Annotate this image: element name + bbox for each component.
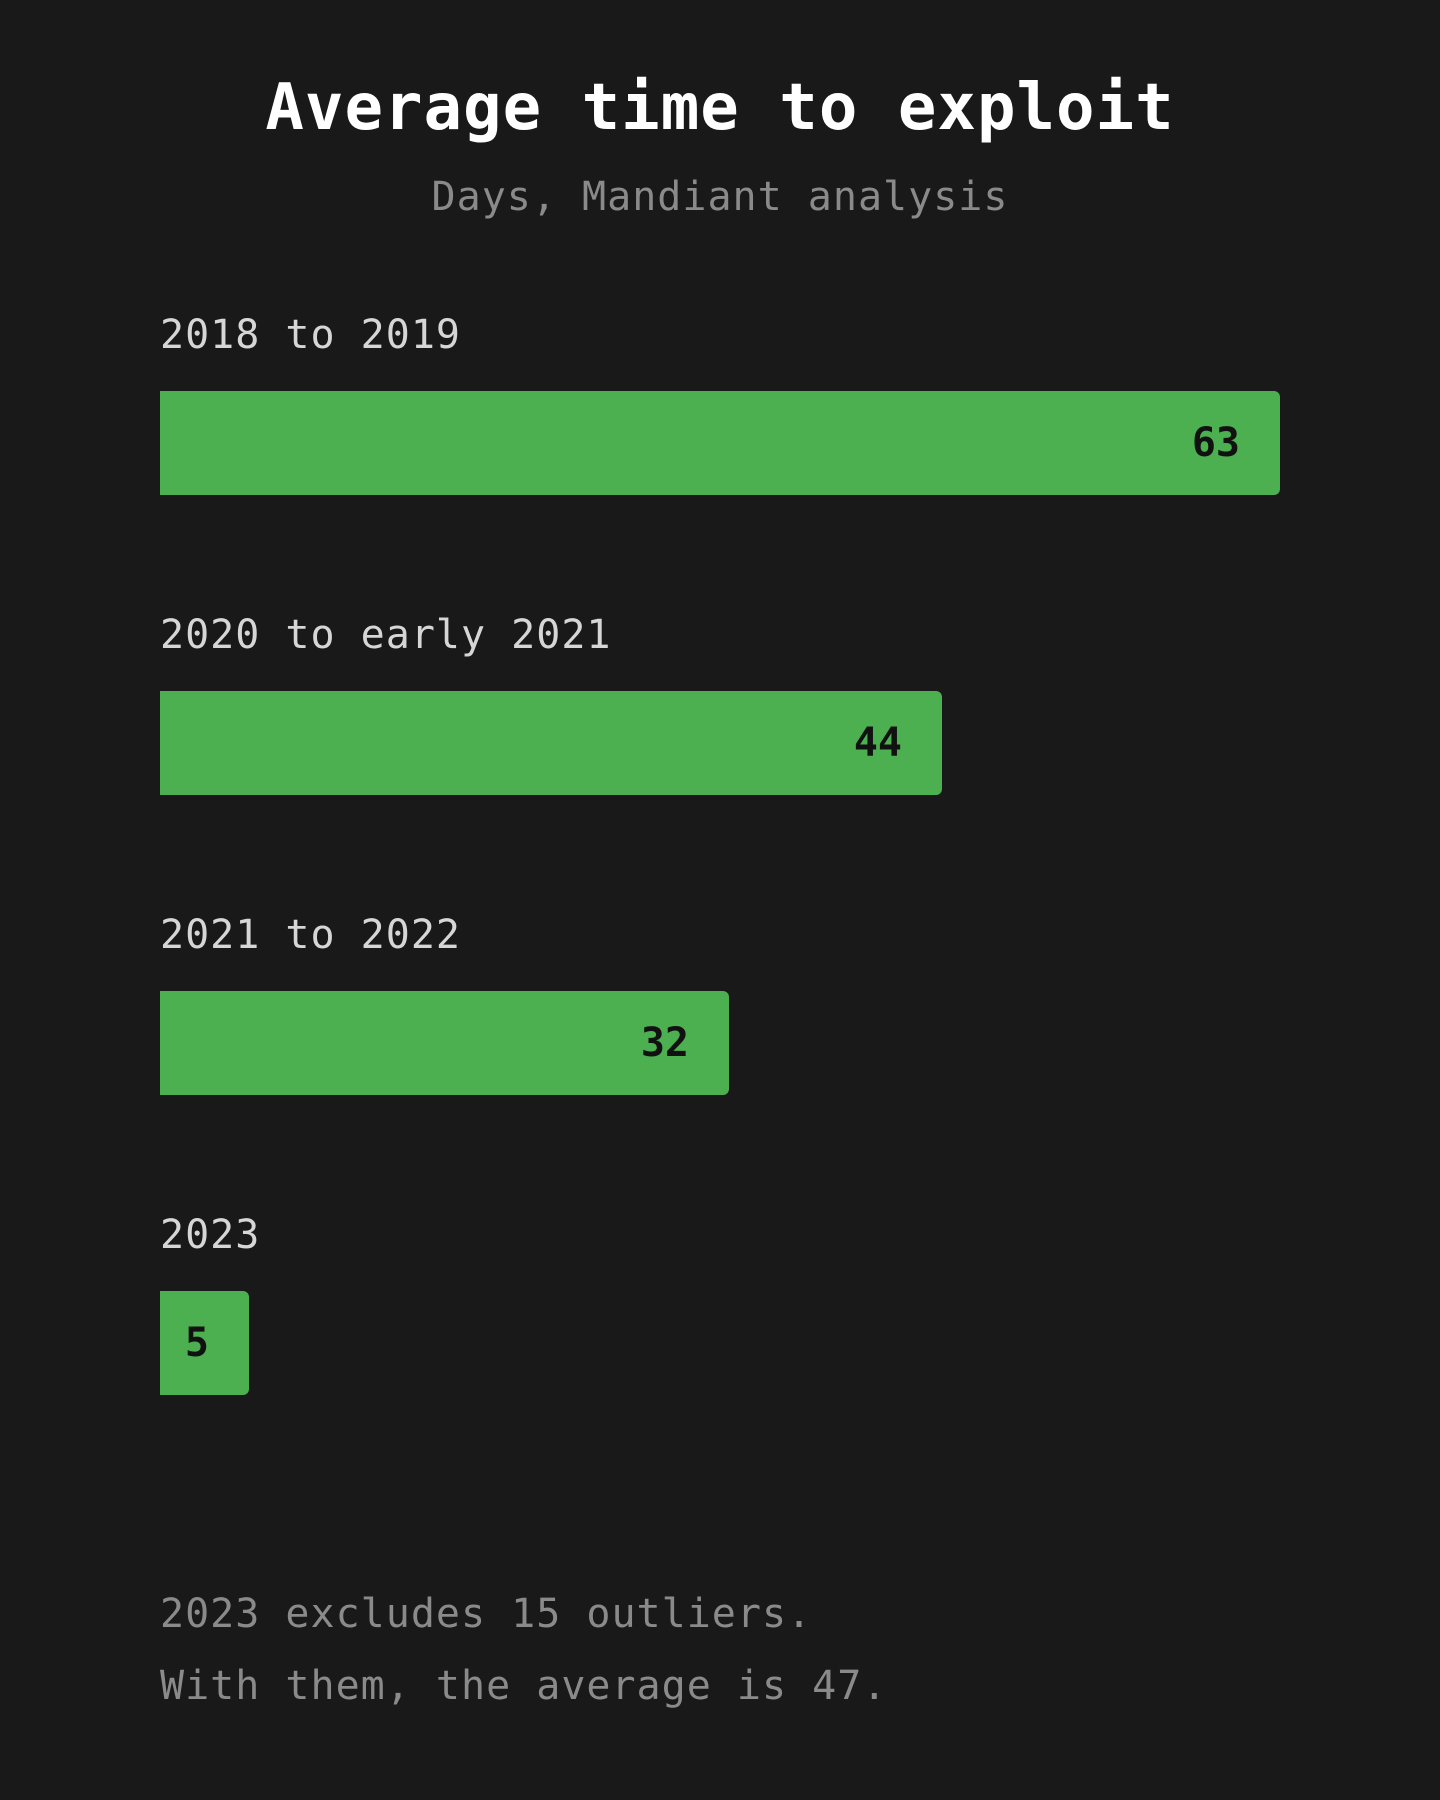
- bar: [160, 691, 942, 795]
- bar: [160, 391, 1280, 495]
- bar-row: 2021 to 2022 32: [160, 910, 1280, 1160]
- value-label: 5: [184, 1320, 209, 1366]
- category-label: 2023: [160, 1212, 261, 1258]
- category-label: 2021 to 2022: [160, 912, 461, 958]
- bar-row: 2023 5: [160, 1210, 1280, 1460]
- footnote-line-1: 2023 excludes 15 outliers.: [160, 1591, 813, 1637]
- chart-title: Average time to exploit: [265, 71, 1175, 145]
- value-label: 44: [853, 720, 902, 766]
- bar-row: 2020 to early 2021 44: [160, 610, 1280, 860]
- chart-subtitle: Days, Mandiant analysis: [431, 174, 1009, 220]
- value-label: 32: [640, 1020, 689, 1066]
- category-label: 2018 to 2019: [160, 312, 461, 358]
- footnote: 2023 excludes 15 outliers. With them, th…: [160, 1578, 887, 1722]
- bar: [160, 1291, 249, 1395]
- bar-row: 2018 to 2019 63: [160, 310, 1280, 560]
- value-label: 63: [1191, 420, 1240, 466]
- footnote-line-2: With them, the average is 47.: [160, 1663, 888, 1709]
- bar: [160, 991, 729, 1095]
- category-label: 2020 to early 2021: [160, 612, 612, 658]
